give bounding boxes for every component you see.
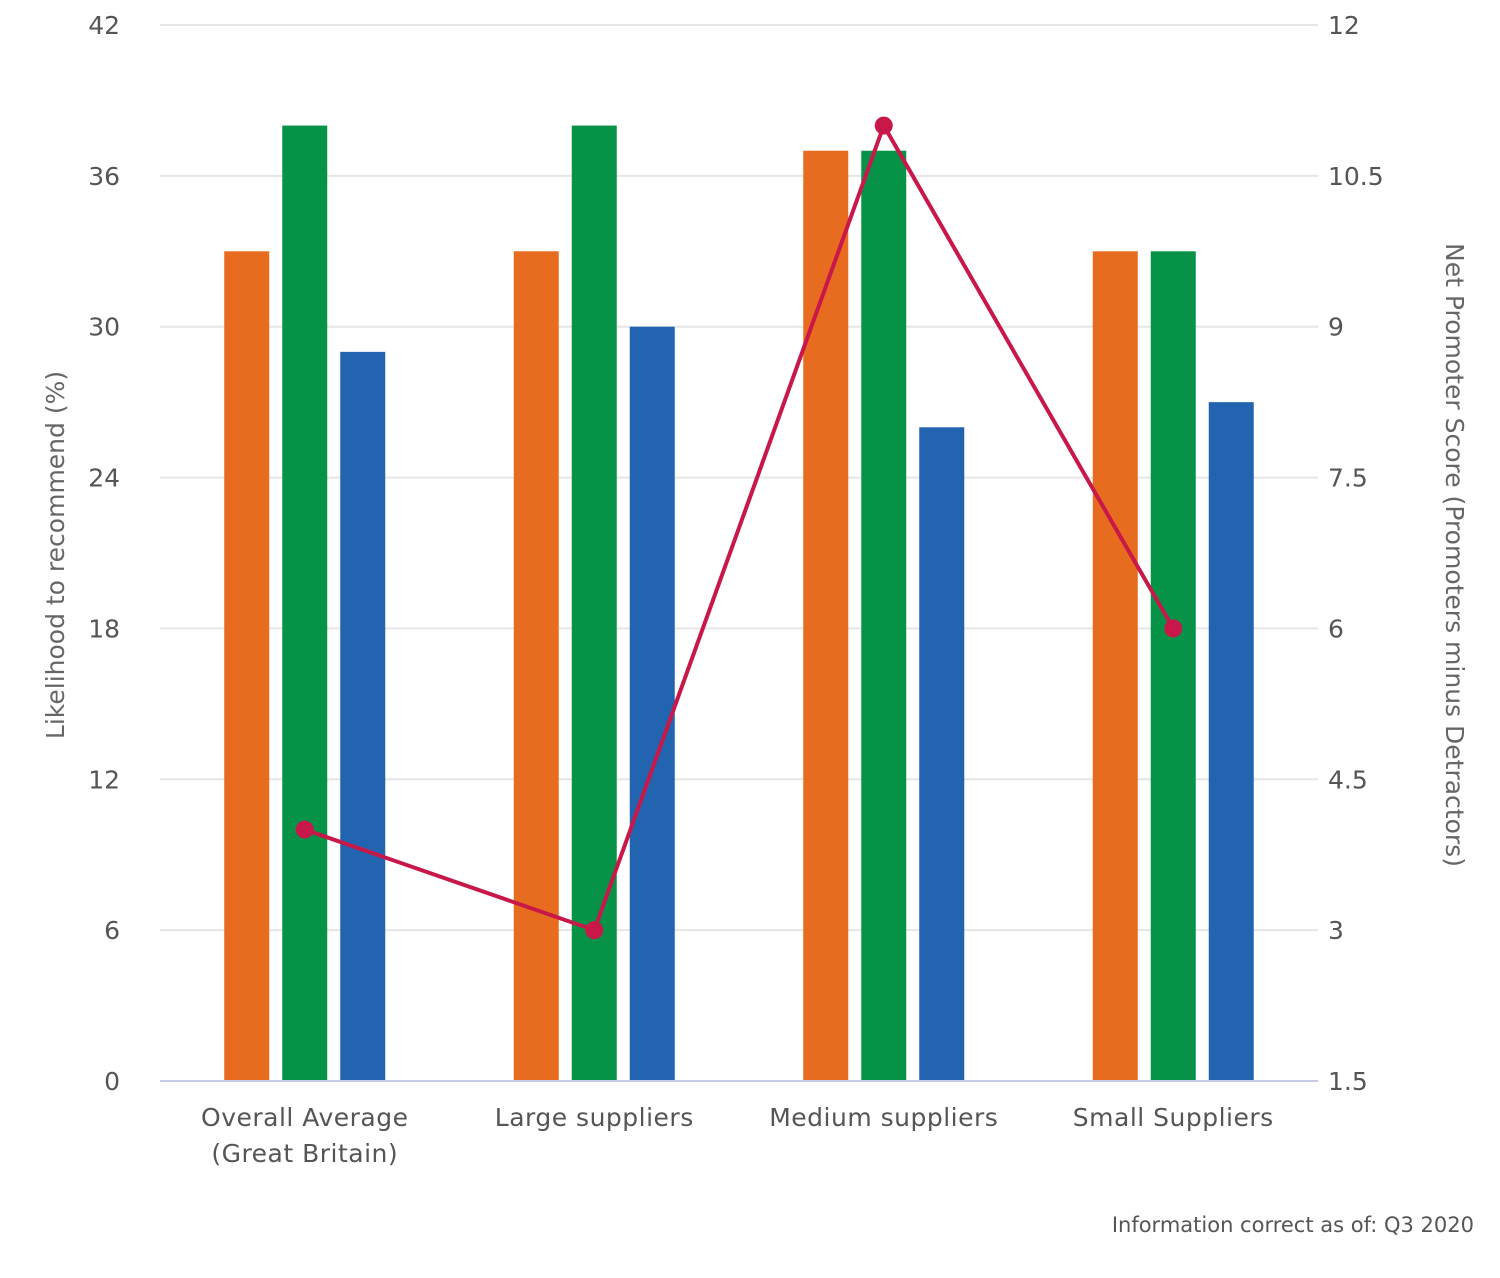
line-series: [295, 116, 1183, 940]
x-category-label: Medium suppliers: [769, 1103, 998, 1132]
y-axis-left-ticks: 0 6 12 18 24 30 36 42: [88, 11, 120, 1096]
bar-series: [224, 125, 1254, 1082]
y-axis-right-title: Net Promoter Score (Promoters minus Detr…: [1440, 243, 1469, 867]
y-left-tick-label: 6: [104, 916, 120, 945]
x-category-label: Large suppliers: [495, 1103, 694, 1132]
bar[interactable]: [629, 326, 675, 1081]
y-left-tick-label: 24: [88, 464, 120, 493]
y-right-tick-label: 6: [1328, 614, 1344, 643]
y-right-tick-label: 4.5: [1328, 765, 1368, 794]
bar[interactable]: [224, 251, 270, 1082]
x-axis-category-labels: Overall Average (Great Britain) Large supp…: [201, 1103, 1274, 1168]
y-left-tick-label: 12: [88, 765, 120, 794]
bar[interactable]: [1092, 251, 1138, 1082]
y-left-tick-label: 30: [88, 313, 120, 342]
y-axis-right-ticks: 1.5 3 4.5 6 7.5 9 10.5 12: [1328, 11, 1384, 1096]
bar[interactable]: [803, 150, 849, 1081]
bar[interactable]: [513, 251, 559, 1082]
bar[interactable]: [861, 150, 907, 1081]
y-right-tick-label: 1.5: [1328, 1067, 1368, 1096]
y-right-tick-label: 9: [1328, 313, 1344, 342]
nps-line: [304, 123, 1175, 933]
x-category-label: Small Suppliers: [1073, 1103, 1274, 1132]
y-right-tick-label: 12: [1328, 11, 1360, 40]
bar[interactable]: [1208, 402, 1254, 1082]
y-right-tick-label: 10.5: [1328, 162, 1384, 191]
nps-point[interactable]: [874, 116, 893, 135]
bar[interactable]: [340, 351, 386, 1081]
nps-point[interactable]: [585, 921, 604, 940]
bar[interactable]: [282, 125, 328, 1082]
y-left-tick-label: 42: [88, 11, 120, 40]
y-left-tick-label: 18: [88, 614, 120, 643]
y-left-tick-label: 36: [88, 162, 120, 191]
y-right-tick-label: 3: [1328, 916, 1344, 945]
y-axis-left-title: Likelihood to recommend (%): [41, 371, 70, 739]
bar[interactable]: [919, 427, 965, 1081]
nps-point[interactable]: [1164, 619, 1183, 638]
y-left-tick-label: 0: [104, 1067, 120, 1096]
nps-point[interactable]: [295, 820, 314, 839]
source-note: Information correct as of: Q3 2020: [1112, 1213, 1474, 1237]
y-right-tick-label: 7.5: [1328, 464, 1368, 493]
gridlines: [160, 24, 1318, 932]
bar[interactable]: [1150, 251, 1196, 1082]
x-category-label: Overall Average (Great Britain): [201, 1103, 408, 1168]
